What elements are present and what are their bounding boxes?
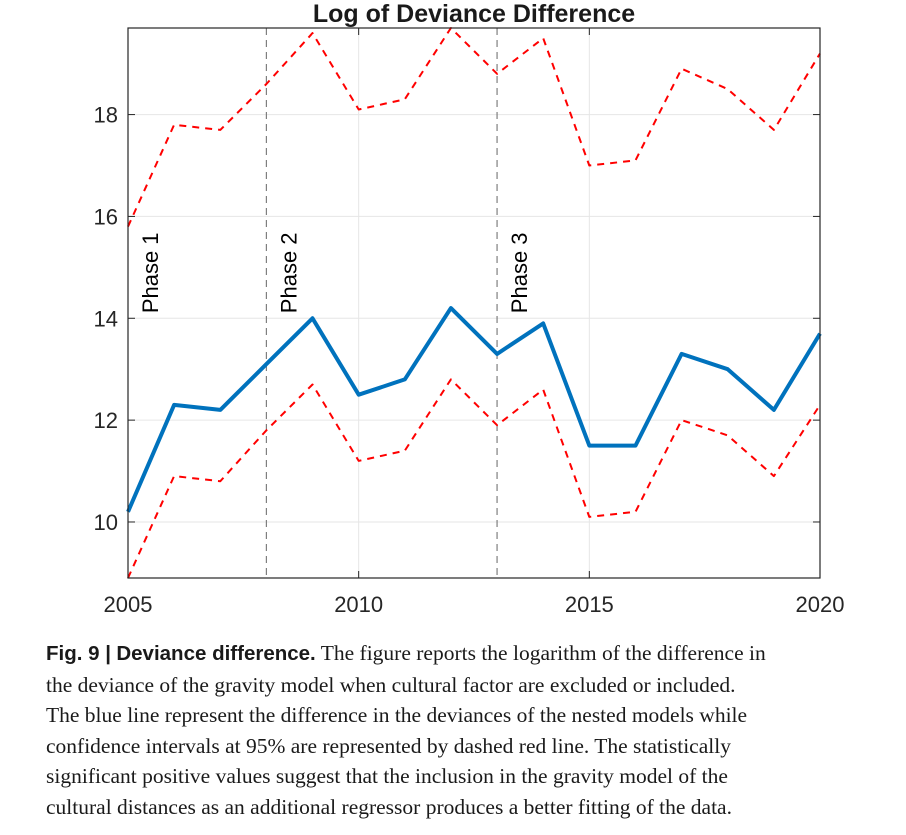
series-group [126, 27, 822, 579]
caption-line-1: Fig. 9 | Deviance difference. The figure… [46, 638, 896, 670]
caption-line-4: confidence intervals at 95% are represen… [46, 733, 731, 758]
y-tick-label: 18 [94, 103, 118, 128]
y-tick-label: 16 [94, 204, 118, 229]
x-tick-label: 2020 [796, 592, 845, 617]
series-line-estimate [126, 306, 822, 513]
caption-label: Fig. 9 | [46, 642, 111, 665]
chart-title: Log of Deviance Difference [313, 0, 635, 28]
chart-figure: Log of Deviance Difference Phase 1 Phase … [94, 0, 845, 617]
series-line-lower-95-ci [127, 378, 821, 579]
chart-svg: Log of Deviance Difference Phase 1 Phase … [94, 0, 845, 617]
caption-line-5: significant positive values suggest that… [46, 764, 728, 788]
caption-text-1: The figure reports the logarithm of the … [320, 641, 766, 665]
x-tick-label: 2005 [104, 592, 153, 617]
phase-markers: Phase 1 Phase 2 Phase 3 [138, 28, 532, 578]
y-tick-label: 14 [94, 306, 118, 331]
caption-title: Deviance difference. [116, 642, 316, 665]
phase-label: Phase 1 [138, 232, 163, 313]
phase-label: Phase 2 [276, 232, 301, 313]
caption-line-6: cultural distances as an additional regr… [46, 794, 732, 819]
caption-line-2: the deviance of the gravity model when c… [46, 672, 736, 697]
series-line-upper-95-ci [127, 27, 821, 228]
grid [127, 28, 821, 578]
x-tick-label: 2010 [334, 592, 383, 617]
plot-area-frame [127, 27, 821, 579]
caption-line-3: The blue line represent the difference i… [46, 703, 748, 727]
x-tick-label: 2015 [565, 592, 614, 617]
phase-label: Phase 3 [507, 232, 532, 313]
y-tick-label: 10 [94, 510, 118, 535]
y-tick-label: 12 [94, 408, 118, 433]
axis-ticks: 2005 2010 2015 2020 10 12 14 16 18 [94, 28, 845, 617]
figure-caption: Fig. 9 | Deviance difference. The figure… [46, 638, 896, 822]
